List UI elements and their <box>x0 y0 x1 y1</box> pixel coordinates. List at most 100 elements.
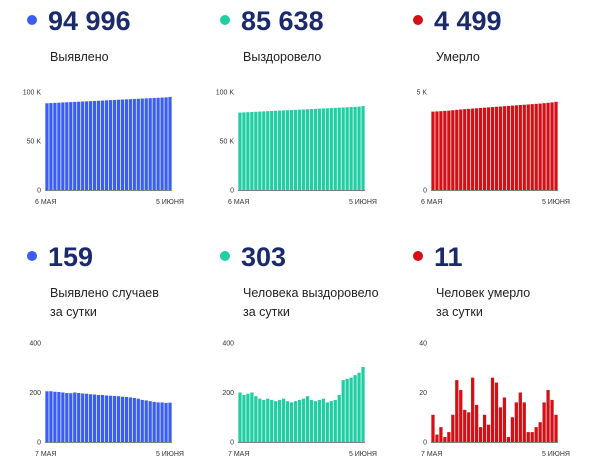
bar <box>329 401 333 442</box>
bar <box>61 392 65 442</box>
stat-label: Человека выздоровело за сутки <box>243 284 403 322</box>
bar <box>317 399 321 442</box>
x-end-label: 5 ИЮНЯ <box>156 199 184 206</box>
bar <box>506 105 511 190</box>
stat-label-line: Выздоровело <box>243 50 322 64</box>
bar <box>49 103 53 190</box>
bar <box>238 392 242 442</box>
bar <box>498 106 503 190</box>
bar <box>112 99 117 190</box>
bar <box>482 107 487 190</box>
indicator-dot <box>413 251 423 261</box>
bar <box>69 393 73 442</box>
bar <box>104 395 109 442</box>
bar <box>278 399 282 442</box>
bar <box>357 372 361 442</box>
bar <box>309 399 314 442</box>
bar <box>132 98 136 190</box>
bar <box>486 107 491 190</box>
bar <box>345 378 349 442</box>
bar <box>116 396 121 442</box>
bar <box>361 106 365 190</box>
stat-label-line: Выявлено <box>50 50 109 64</box>
bar <box>242 394 246 442</box>
bar <box>447 432 451 442</box>
bar <box>160 97 164 190</box>
bar <box>301 109 306 190</box>
stat-value: 85 638 <box>241 6 324 36</box>
panel-recovered-total: 85 638 Выздоровело 0 50 K 100 K 6 МАЯ 5 ИЮНЯ <box>205 0 395 226</box>
bar <box>490 107 495 190</box>
bar <box>285 401 290 442</box>
bar <box>510 417 514 442</box>
bar <box>61 102 65 190</box>
bar <box>526 104 530 190</box>
bar <box>89 101 93 190</box>
bar <box>329 108 333 190</box>
bar-chart: 0 200 400 7 МАЯ 5 ИЮНЯ <box>222 341 377 459</box>
x-end-label: 5 ИЮНЯ <box>349 451 377 458</box>
bar <box>486 424 491 442</box>
bar <box>285 110 290 190</box>
bar <box>282 398 286 442</box>
bar <box>49 391 53 442</box>
bar <box>530 432 534 442</box>
indicator-dot <box>220 251 230 261</box>
panel-recovered-daily: 303 Человека выздоровело за сутки 0 200 40… <box>205 236 395 462</box>
bar <box>546 102 550 190</box>
bar <box>467 108 471 190</box>
y-tick-label: 0 <box>230 188 234 195</box>
bar <box>258 398 262 442</box>
bar <box>333 399 337 442</box>
bar <box>534 427 538 442</box>
bar <box>305 396 310 442</box>
bar <box>349 107 353 190</box>
bar <box>341 380 345 442</box>
bar <box>270 111 274 190</box>
y-tick-label: 40 <box>419 341 427 348</box>
bar <box>289 402 294 442</box>
bar <box>65 392 69 442</box>
bar-chart: 0 50 K 100 K 6 МАЯ 5 ИЮНЯ <box>23 90 184 207</box>
bar <box>494 382 499 442</box>
bar-chart: 0 200 400 7 МАЯ 5 ИЮНЯ <box>29 341 184 459</box>
bar <box>518 105 522 190</box>
bar <box>156 97 160 190</box>
panel-detected-daily: 159 Выявлено случаев за сутки 0 200 400 7 М… <box>12 236 202 462</box>
bar <box>81 101 85 190</box>
bar <box>164 97 168 190</box>
bar <box>270 399 274 442</box>
indicator-dot <box>27 251 37 261</box>
stat-label-line: за сутки <box>243 305 290 319</box>
bar <box>144 400 148 442</box>
bar <box>526 432 530 442</box>
bar <box>478 107 483 190</box>
stat-value: 303 <box>241 242 287 272</box>
x-start-label: 7 МАЯ <box>35 451 56 458</box>
bar <box>45 103 49 190</box>
y-tick-label: 200 <box>222 390 234 397</box>
bar <box>278 110 282 190</box>
bar <box>357 106 361 190</box>
bar <box>522 104 526 190</box>
bar <box>92 394 97 442</box>
bar <box>546 390 550 442</box>
bar <box>144 98 148 190</box>
bar <box>92 100 97 190</box>
bar <box>108 100 113 190</box>
bar <box>482 414 487 442</box>
bar <box>361 367 365 442</box>
bar <box>164 402 168 442</box>
bar <box>96 100 101 190</box>
bar <box>160 402 164 442</box>
bar <box>455 109 459 190</box>
bar <box>530 104 534 190</box>
x-end-label: 5 ИЮНЯ <box>349 199 377 206</box>
bar <box>475 404 479 442</box>
bar <box>325 402 329 442</box>
bar <box>471 377 475 442</box>
bar <box>451 414 455 442</box>
bar <box>81 393 85 442</box>
bar <box>274 110 278 190</box>
